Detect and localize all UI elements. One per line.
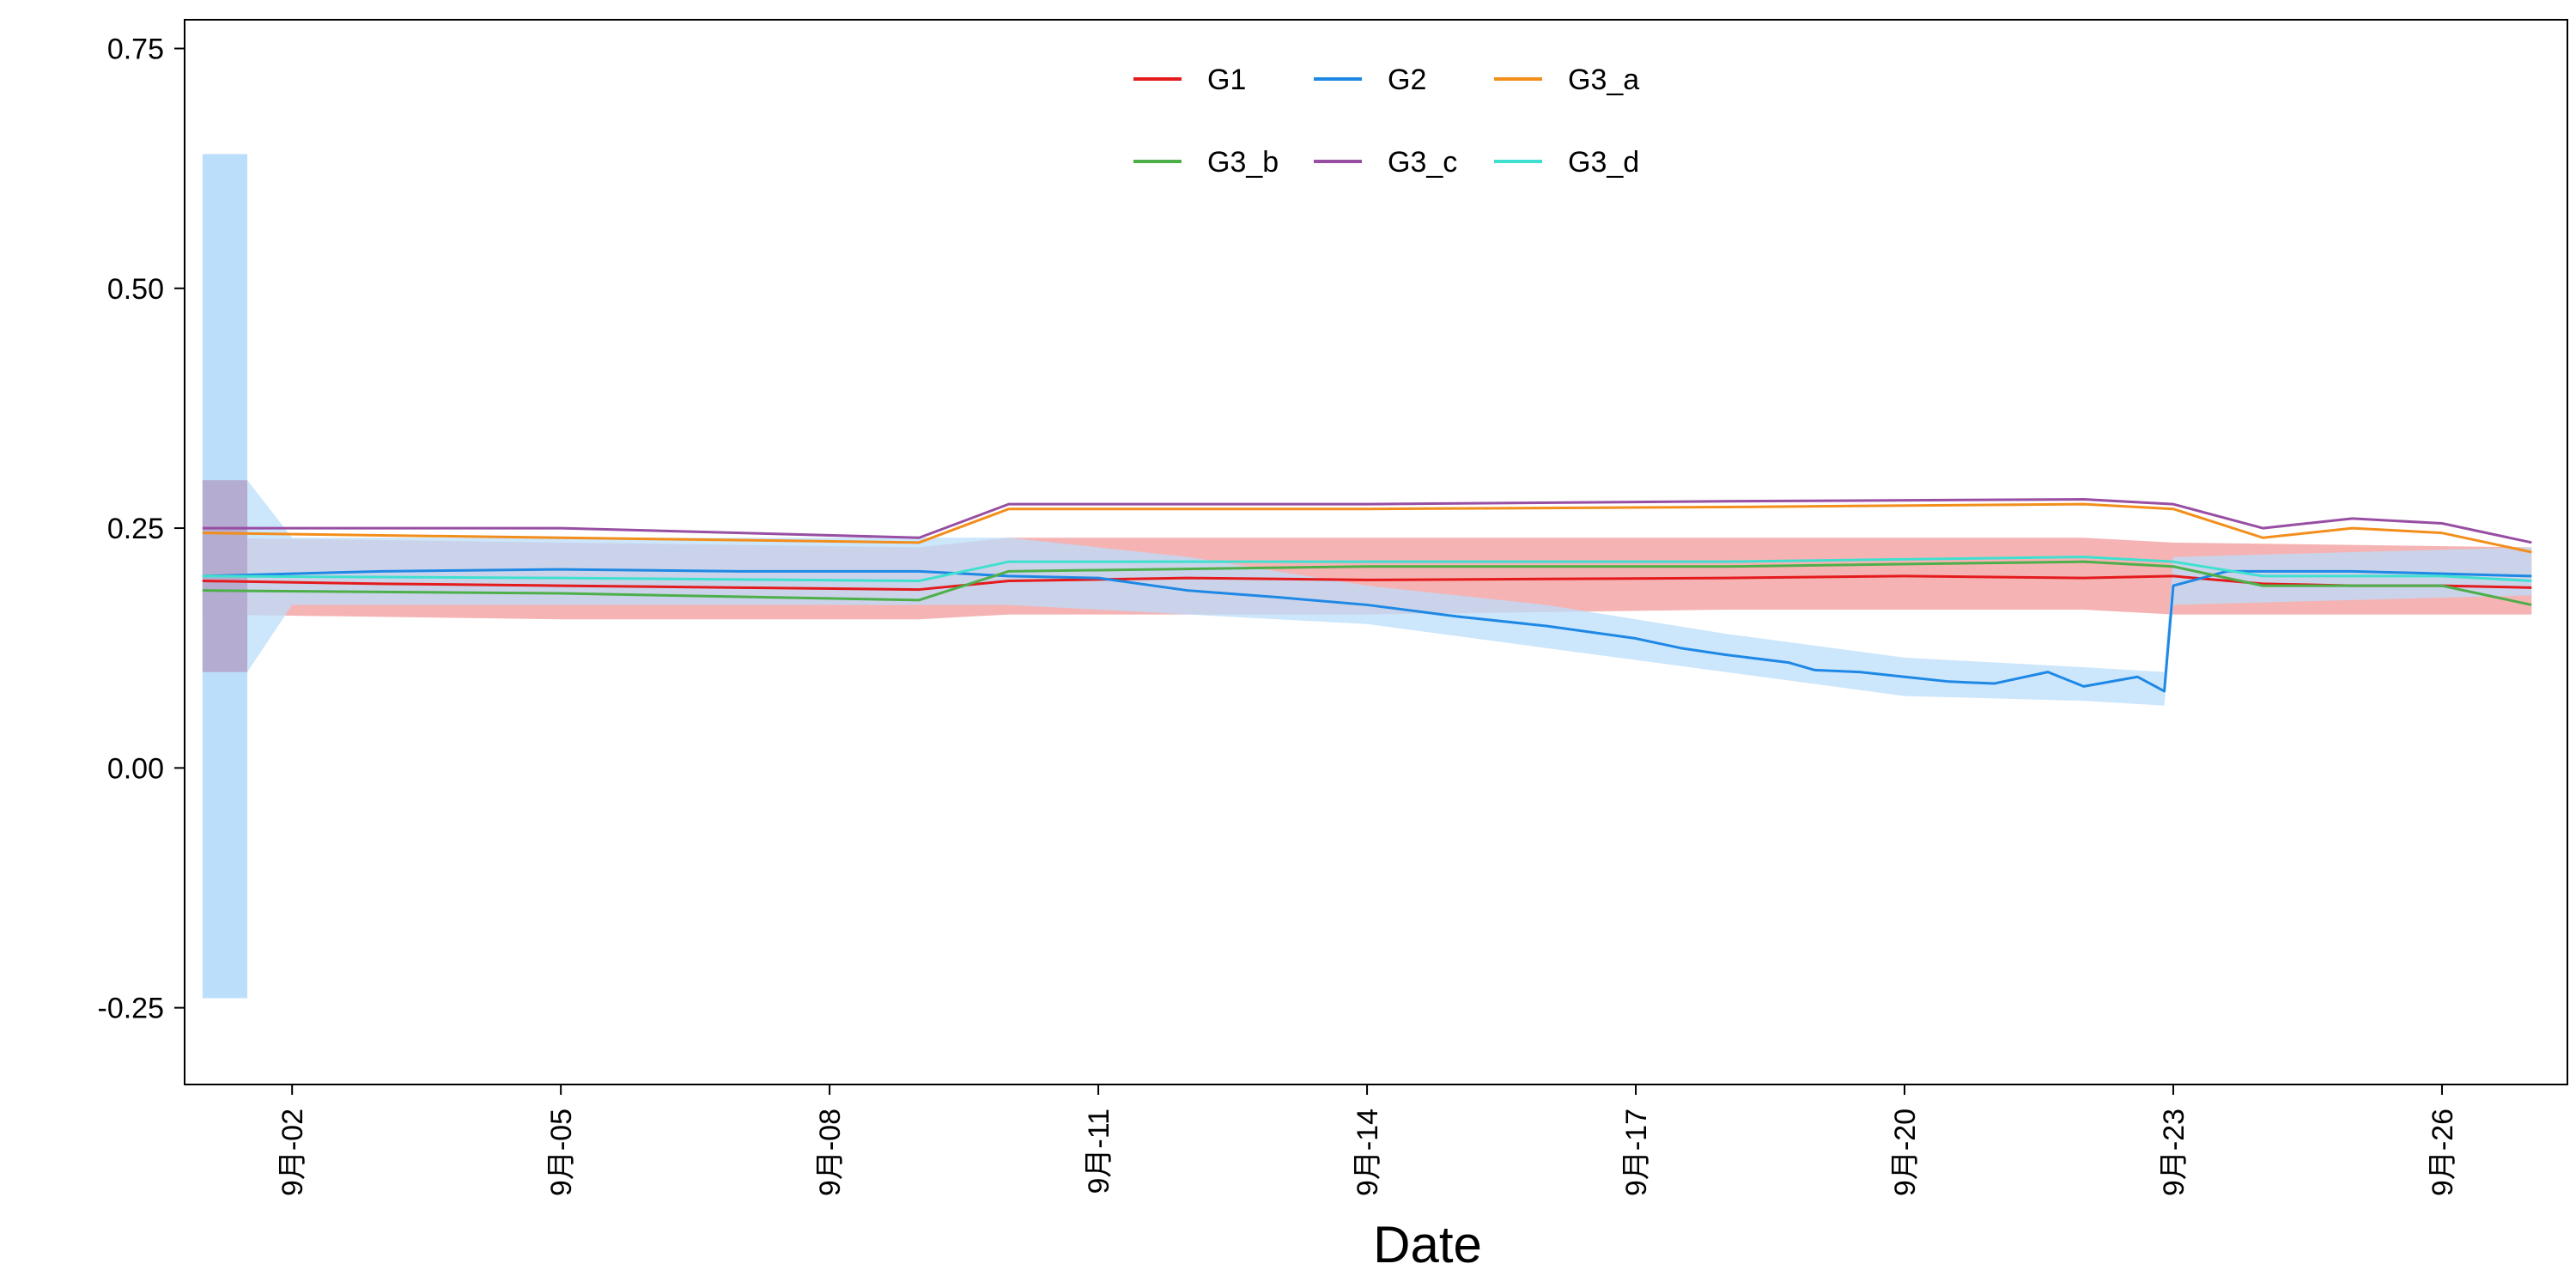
x-tick-label: 9月-08 [814, 1109, 847, 1196]
x-tick-label: 9月-02 [276, 1109, 309, 1196]
series-lines [202, 498, 2532, 693]
x-tick-label: 9月-23 [2158, 1109, 2190, 1196]
series-line-g3_c [202, 498, 2532, 544]
x-tick-label: 9月-11 [1083, 1109, 1115, 1194]
legend: G1 G2 G3_a G3_b G3_c G3_d [1133, 64, 1639, 179]
legend-item-g3_c: G3_c [1314, 146, 1457, 179]
legend-label: G1 [1207, 64, 1246, 96]
x-tick-label: 9月-20 [1889, 1109, 1922, 1196]
legend-label: G3_d [1568, 146, 1639, 179]
y-tick-label: 0.50 [107, 273, 164, 306]
legend-label: G3_a [1568, 64, 1639, 96]
y-axis: -0.25 0.00 0.25 0.50 0.75 [98, 20, 185, 1084]
band-g2 [202, 480, 2532, 706]
legend-item-g3_a: G3_a [1494, 64, 1639, 96]
x-axis: 9月-02 9月-05 9月-08 9月-11 9月-14 9月-17 9月-20 9月-23… [185, 1084, 2567, 1196]
y-tick-label: 0.25 [107, 513, 164, 545]
series-line-g3_b [202, 560, 2532, 606]
series-line-g3_d [202, 556, 2532, 583]
y-tick-label: -0.25 [98, 993, 165, 1025]
series-line-g3_a [202, 502, 2532, 554]
legend-item-g3_b: G3_b [1133, 146, 1279, 179]
x-tick-label: 9月-05 [545, 1109, 578, 1196]
x-tick-label: 9月-17 [1620, 1109, 1653, 1196]
x-tick-label: 9月-14 [1352, 1109, 1384, 1196]
x-tick-label: 9月-26 [2427, 1109, 2459, 1196]
legend-label: G2 [1388, 64, 1426, 96]
legend-label: G3_c [1388, 146, 1457, 179]
x-axis-title: Date [1373, 1216, 1482, 1273]
legend-item-g1: G1 [1133, 64, 1246, 96]
legend-item-g2: G2 [1314, 64, 1426, 96]
series-line-g2 [202, 568, 2532, 693]
y-tick-label: 0.00 [107, 752, 164, 785]
y-tick-label: 0.75 [107, 33, 164, 66]
legend-item-g3_d: G3_d [1494, 146, 1639, 179]
legend-label: G3_b [1207, 146, 1279, 179]
